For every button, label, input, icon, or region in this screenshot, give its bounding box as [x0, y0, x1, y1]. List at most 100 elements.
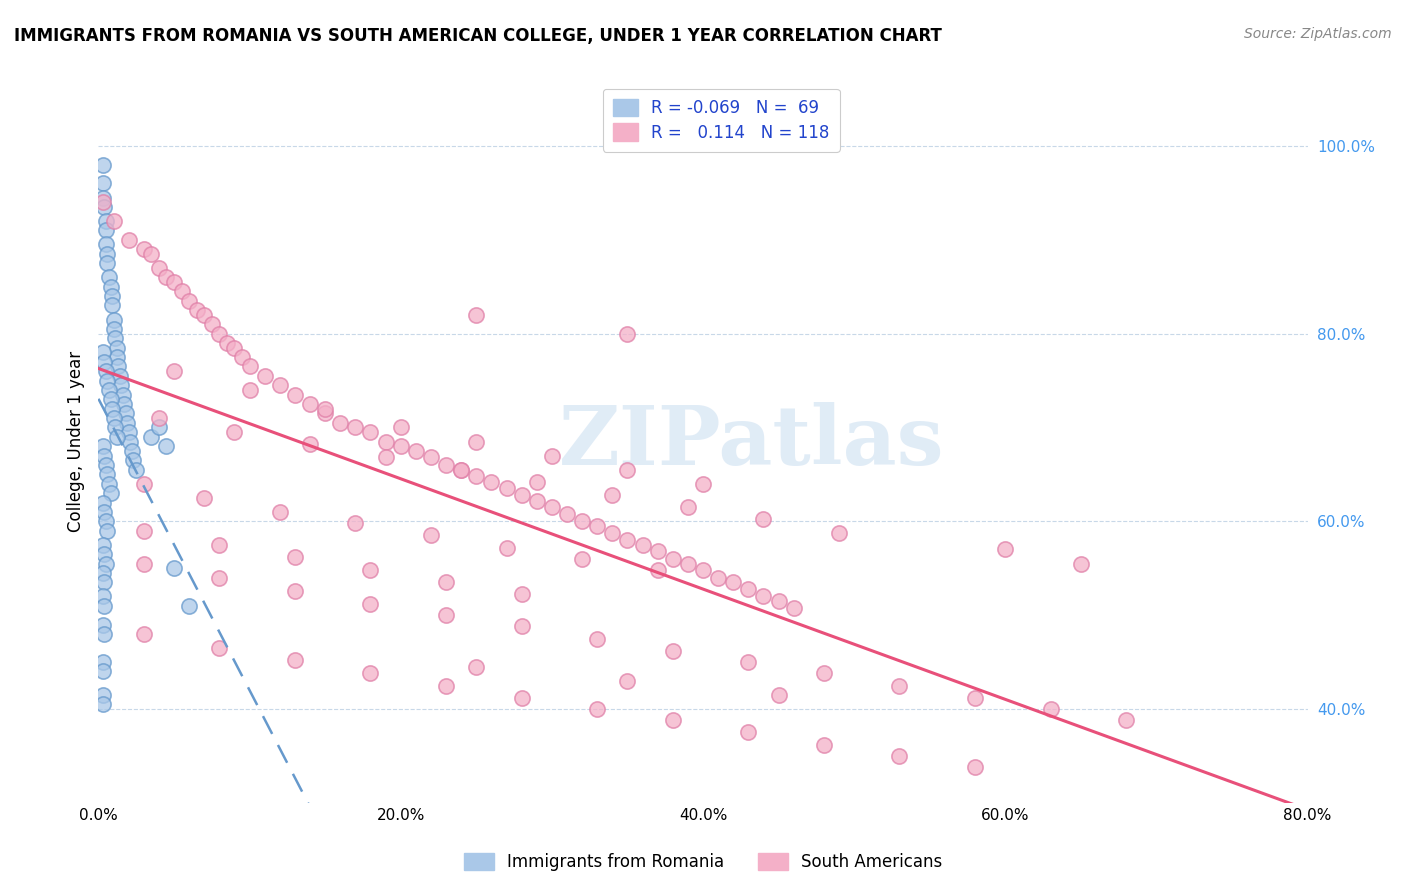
Point: [163, 364, 186, 378]
Point: [163, 275, 186, 289]
Text: IMMIGRANTS FROM ROMANIA VS SOUTH AMERICAN COLLEGE, UNDER 1 YEAR CORRELATION CHAR: IMMIGRANTS FROM ROMANIA VS SOUTH AMERICA…: [14, 27, 942, 45]
Point: [965, 760, 987, 774]
Point: [586, 702, 609, 716]
Point: [1070, 557, 1092, 571]
Point: [631, 538, 654, 552]
Point: [676, 500, 699, 515]
Point: [526, 493, 548, 508]
Point: [540, 449, 562, 463]
Point: [201, 318, 224, 332]
Point: [405, 444, 427, 458]
Point: [465, 469, 488, 483]
Point: [96, 256, 118, 270]
Point: [374, 434, 396, 449]
Point: [284, 387, 307, 401]
Point: [96, 467, 118, 482]
Point: [91, 158, 114, 172]
Point: [481, 475, 503, 489]
Point: [100, 392, 122, 407]
Point: [616, 326, 638, 341]
Point: [94, 223, 117, 237]
Y-axis label: College, Under 1 year: College, Under 1 year: [66, 351, 84, 533]
Point: [91, 698, 114, 712]
Point: [360, 597, 382, 611]
Point: [101, 298, 124, 312]
Point: [344, 420, 367, 434]
Point: [314, 406, 336, 420]
Point: [889, 679, 911, 693]
Point: [269, 378, 291, 392]
Point: [179, 293, 201, 308]
Point: [994, 542, 1017, 557]
Point: [647, 563, 669, 577]
Point: [299, 437, 322, 451]
Point: [91, 590, 114, 604]
Point: [495, 482, 517, 496]
Point: [723, 575, 745, 590]
Point: [98, 383, 121, 397]
Point: [93, 599, 115, 613]
Point: [329, 416, 352, 430]
Text: ZIPatlas: ZIPatlas: [558, 401, 943, 482]
Point: [132, 242, 155, 256]
Point: [94, 458, 117, 472]
Point: [586, 519, 609, 533]
Point: [571, 551, 593, 566]
Point: [224, 425, 246, 439]
Point: [284, 583, 307, 598]
Point: [1039, 702, 1062, 716]
Point: [828, 525, 851, 540]
Point: [125, 463, 148, 477]
Point: [692, 476, 714, 491]
Point: [737, 725, 759, 739]
Legend: R = -0.069   N =  69, R =   0.114   N = 118: R = -0.069 N = 69, R = 0.114 N = 118: [603, 88, 839, 152]
Point: [389, 439, 412, 453]
Point: [783, 600, 806, 615]
Point: [465, 308, 488, 322]
Point: [495, 541, 517, 555]
Point: [465, 659, 488, 673]
Point: [737, 655, 759, 669]
Point: [118, 425, 141, 439]
Point: [510, 619, 533, 633]
Point: [661, 713, 683, 727]
Point: [284, 653, 307, 667]
Point: [737, 582, 759, 596]
Point: [231, 350, 253, 364]
Point: [360, 425, 382, 439]
Point: [114, 406, 136, 420]
Point: [103, 214, 125, 228]
Point: [101, 401, 124, 416]
Point: [91, 665, 114, 679]
Point: [93, 575, 115, 590]
Point: [108, 368, 131, 383]
Point: [465, 434, 488, 449]
Point: [93, 200, 115, 214]
Point: [103, 322, 125, 336]
Point: [91, 345, 114, 359]
Point: [91, 617, 114, 632]
Point: [193, 308, 215, 322]
Point: [889, 748, 911, 763]
Legend: Immigrants from Romania, South Americans: Immigrants from Romania, South Americans: [456, 845, 950, 880]
Point: [115, 416, 138, 430]
Point: [104, 331, 127, 345]
Point: [965, 690, 987, 705]
Point: [96, 247, 118, 261]
Point: [91, 655, 114, 669]
Point: [389, 420, 412, 434]
Point: [94, 364, 117, 378]
Point: [98, 476, 121, 491]
Point: [239, 383, 262, 397]
Point: [105, 350, 128, 364]
Point: [253, 368, 276, 383]
Point: [132, 557, 155, 571]
Point: [94, 514, 117, 528]
Point: [586, 632, 609, 646]
Point: [555, 507, 578, 521]
Point: [91, 566, 114, 580]
Point: [163, 561, 186, 575]
Point: [93, 547, 115, 561]
Point: [100, 279, 122, 293]
Point: [120, 434, 142, 449]
